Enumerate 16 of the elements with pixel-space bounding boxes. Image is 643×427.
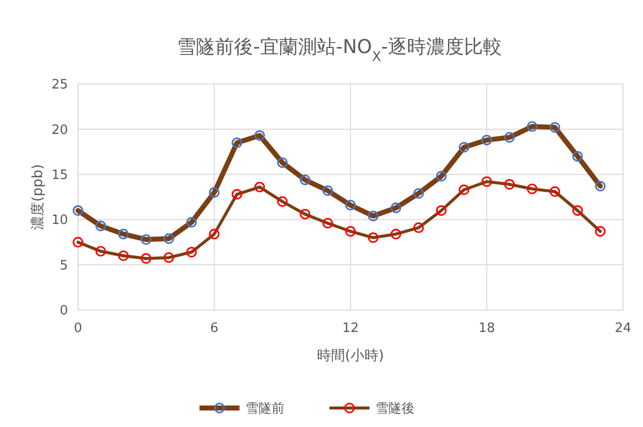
x-axis-title: 時間(小時): [317, 348, 384, 364]
x-tick-label: 18: [478, 321, 496, 336]
y-tick-label: 5: [60, 258, 68, 274]
x-tick-label: 6: [210, 321, 218, 336]
x-tick-label: 0: [74, 321, 82, 336]
chart-title: 雪隧前後-宜蘭測站-NO$_{X}$-逐時濃度比較: [177, 36, 502, 64]
x-tick-label: 12: [342, 321, 359, 336]
y-axis-title: 濃度(ppb): [30, 164, 46, 230]
y-tick-label: 0: [60, 304, 68, 319]
legend-label: 雪隧前: [246, 402, 284, 417]
y-tick-label: 15: [51, 168, 68, 183]
y-tick-label: 10: [51, 213, 68, 228]
x-tick-label: 24: [614, 321, 632, 336]
y-tick-label: 20: [51, 122, 68, 138]
y-tick-label: 25: [51, 78, 68, 93]
legend-label: 雪隧後: [376, 402, 414, 417]
